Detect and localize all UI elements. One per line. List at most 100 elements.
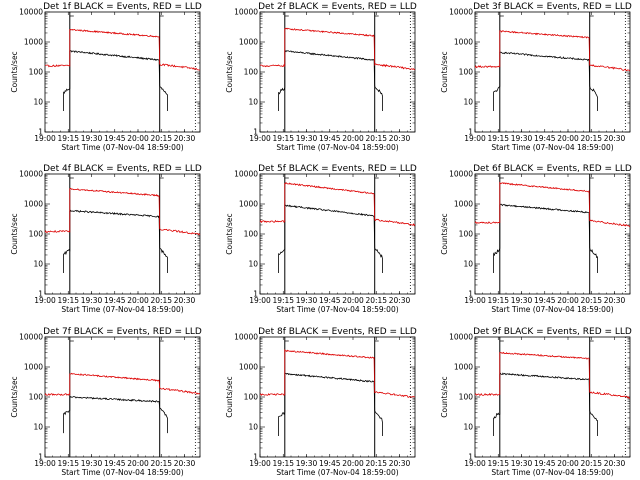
x-tick-label: 20:15 <box>150 134 172 143</box>
x-tick-label: 20:15 <box>580 134 602 143</box>
x-axis-label: Start Time (07-Nov-04 18:59:00) <box>276 468 398 477</box>
x-tick-label: 19:30 <box>296 134 318 143</box>
y-tick-label: 1000 <box>24 363 43 372</box>
x-tick-label: 19:15 <box>487 296 509 305</box>
x-tick-label: 19:45 <box>534 296 556 305</box>
x-tick-label: 20:00 <box>342 459 364 468</box>
x-tick-label: 19:15 <box>487 459 509 468</box>
x-tick-label: 20:00 <box>127 134 149 143</box>
x-tick-label: 20:30 <box>604 459 626 468</box>
x-tick-label: 20:00 <box>557 134 579 143</box>
x-tick-label: 20:30 <box>174 134 196 143</box>
series-lld-line <box>44 28 201 71</box>
x-tick-label: 19:00 <box>34 134 56 143</box>
x-tick-label: 19:00 <box>464 296 486 305</box>
x-tick-label: 20:15 <box>365 134 387 143</box>
y-tick-label: 10 <box>463 423 473 432</box>
x-tick-label: 19:00 <box>249 134 271 143</box>
x-tick-label: 19:30 <box>511 296 533 305</box>
y-tick-label: 1 <box>38 290 43 299</box>
y-tick-label: 1 <box>253 453 258 462</box>
plot-frame <box>259 173 416 295</box>
series-lld-line <box>259 27 416 71</box>
y-tick-label: 100 <box>459 230 474 239</box>
y-tick-label: 10000 <box>234 170 258 179</box>
x-axis-label: Start Time (07-Nov-04 18:59:00) <box>61 305 183 314</box>
series-lld-line <box>474 30 631 72</box>
panel-title: Det 8f BLACK = Events, RED = LLD <box>258 327 417 337</box>
x-axis-label: Start Time (07-Nov-04 18:59:00) <box>61 143 183 152</box>
x-tick-label: 19:15 <box>57 134 79 143</box>
y-tick-label: 10000 <box>234 333 258 342</box>
x-tick-label: 19:30 <box>511 134 533 143</box>
series-events-line <box>63 395 168 434</box>
y-tick-label: 10000 <box>234 8 258 17</box>
series-lld-line <box>474 181 631 228</box>
x-tick-label: 20:15 <box>365 459 387 468</box>
x-tick-label: 19:45 <box>534 459 556 468</box>
y-tick-label: 1 <box>468 290 473 299</box>
series-events-line <box>493 372 598 437</box>
x-tick-label: 20:30 <box>389 296 411 305</box>
x-tick-label: 20:00 <box>557 296 579 305</box>
x-tick-label: 20:00 <box>127 296 149 305</box>
series-events-line <box>278 372 383 437</box>
x-tick-label: 19:45 <box>319 134 341 143</box>
x-tick-label: 19:15 <box>272 296 294 305</box>
x-tick-label: 20:30 <box>389 134 411 143</box>
panel-title: Det 4f BLACK = Events, RED = LLD <box>43 164 202 174</box>
y-tick-label: 100 <box>29 68 44 77</box>
x-tick-label: 20:00 <box>127 459 149 468</box>
y-tick-label: 10000 <box>449 333 473 342</box>
y-tick-label: 1 <box>38 453 43 462</box>
x-tick-label: 20:30 <box>174 296 196 305</box>
x-tick-label: 20:30 <box>389 459 411 468</box>
y-tick-label: 100 <box>29 230 44 239</box>
y-axis-label: Counts/sec <box>225 376 234 417</box>
y-tick-label: 10 <box>33 423 43 432</box>
x-tick-label: 19:30 <box>296 296 318 305</box>
series-events-line <box>63 209 168 274</box>
y-axis-label: Counts/sec <box>440 51 449 92</box>
x-tick-label: 19:15 <box>272 134 294 143</box>
y-tick-label: 100 <box>244 393 259 402</box>
series-lld-line <box>44 187 201 236</box>
plot-frame <box>44 11 201 133</box>
x-axis-label: Start Time (07-Nov-04 18:59:00) <box>491 143 613 152</box>
y-tick-label: 1000 <box>454 38 473 47</box>
y-tick-label: 10 <box>463 98 473 107</box>
x-tick-label: 19:45 <box>534 134 556 143</box>
y-tick-label: 10000 <box>19 170 43 179</box>
x-tick-label: 19:00 <box>464 459 486 468</box>
y-tick-label: 1000 <box>239 363 258 372</box>
y-axis-label: Counts/sec <box>225 51 234 92</box>
series-lld-line <box>259 348 416 398</box>
x-axis-label: Start Time (07-Nov-04 18:59:00) <box>491 468 613 477</box>
series-events-line <box>493 203 598 274</box>
x-tick-label: 20:30 <box>604 296 626 305</box>
series-events-line <box>278 204 383 274</box>
y-tick-label: 10 <box>248 260 258 269</box>
series-lld-line <box>44 372 201 396</box>
series-lld-line <box>259 181 416 227</box>
x-tick-label: 19:45 <box>104 134 126 143</box>
x-axis-label: Start Time (07-Nov-04 18:59:00) <box>276 143 398 152</box>
x-tick-label: 19:45 <box>104 296 126 305</box>
x-tick-label: 19:15 <box>487 134 509 143</box>
panel-4: Det 4f BLACK = Events, RED = LLD 19:00 19:… <box>10 164 202 314</box>
x-tick-label: 19:30 <box>81 134 103 143</box>
x-tick-label: 20:15 <box>580 296 602 305</box>
plot-frame <box>44 173 201 295</box>
x-axis-label: Start Time (07-Nov-04 18:59:00) <box>61 468 183 477</box>
plot-frame <box>474 11 631 133</box>
y-tick-label: 1 <box>38 128 43 137</box>
y-tick-label: 10000 <box>19 333 43 342</box>
x-tick-label: 20:00 <box>557 459 579 468</box>
x-tick-label: 19:00 <box>34 296 56 305</box>
